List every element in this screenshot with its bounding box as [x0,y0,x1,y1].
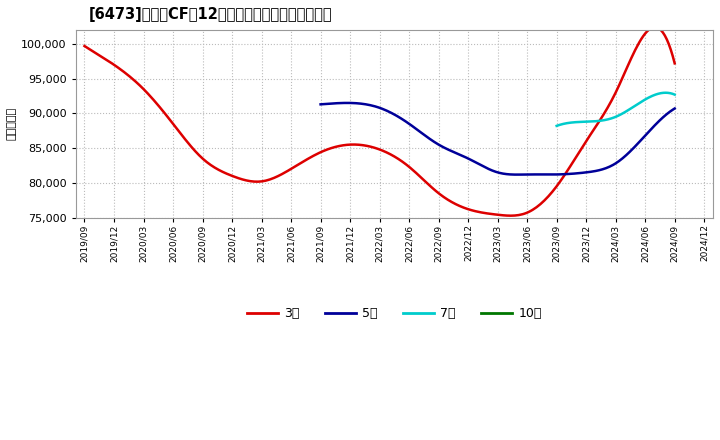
Y-axis label: （百万円）: （百万円） [7,107,17,140]
Legend: 3年, 5年, 7年, 10年: 3年, 5年, 7年, 10年 [242,302,546,326]
Text: [6473]　営業CFだ12か月移動合計の平均値の推移: [6473] 営業CFだ12か月移動合計の平均値の推移 [89,7,332,22]
